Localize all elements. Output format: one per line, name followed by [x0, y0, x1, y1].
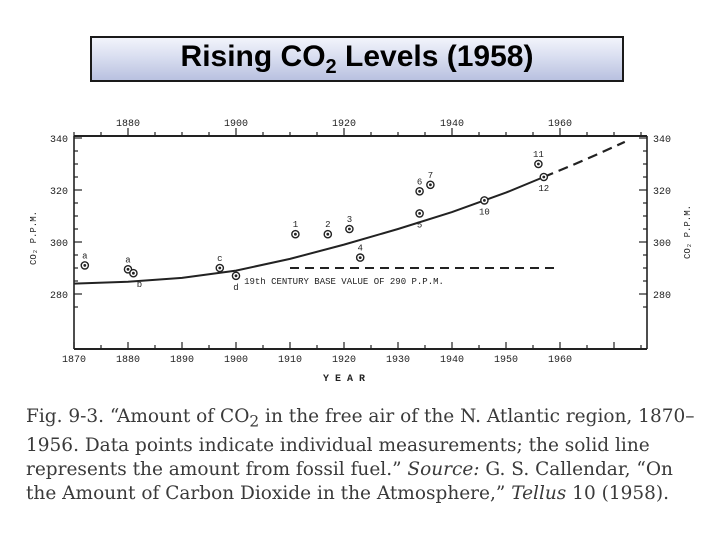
- data-point-center-7: [429, 183, 432, 187]
- data-point-center-5: [418, 212, 421, 215]
- co2-chart: 1880 1900 1920 1940 1960 1870 1880 1890 1900 1910…: [29, 119, 693, 385]
- left-axis-title: CO₂ P.P.M.: [29, 211, 39, 265]
- data-point-label-b: b: [137, 280, 142, 290]
- data-point-label-a: a: [82, 251, 88, 261]
- figure-caption: Fig. 9-3. “Amount of CO2 in the free air…: [26, 405, 706, 506]
- top-tick-label: 1880: [116, 119, 140, 130]
- caption-text-3: G. S. Callendar, “On the Amount of Carbo…: [26, 458, 673, 504]
- data-point-label-a: a: [125, 255, 131, 265]
- slide-title: Rising CO2 Levels (1958): [181, 40, 534, 79]
- title-main-text: Rising CO: [180, 39, 326, 73]
- data-point-center-a: [83, 264, 87, 267]
- data-point-label-4: 4: [357, 244, 362, 254]
- bottom-tick-label: 1870: [62, 355, 86, 366]
- data-point-center-6: [418, 189, 421, 193]
- bottom-tick-label: 1920: [332, 355, 356, 366]
- bottom-tick-label: 1930: [386, 355, 410, 366]
- data-point-label-10: 10: [479, 207, 490, 217]
- data-point-center-2: [326, 232, 330, 236]
- caption-journal: Tellus: [511, 482, 567, 504]
- data-point-label-11: 11: [533, 150, 544, 160]
- left-tick-label: 320: [50, 187, 68, 198]
- bottom-tick-label: 1950: [494, 355, 518, 366]
- data-point-label-12: 12: [538, 184, 549, 194]
- x-axis-title: Y E A R: [323, 374, 365, 385]
- baseline-label: 19th CENTURY BASE VALUE OF 290 P.P.M.: [244, 277, 444, 287]
- top-tick-label: 1940: [440, 119, 464, 130]
- data-point-center-b: [132, 271, 135, 275]
- top-tick-label: 1960: [548, 119, 572, 130]
- bottom-tick-label: 1910: [278, 355, 302, 366]
- slide-title-box: Rising CO2 Levels (1958): [90, 36, 624, 82]
- top-tick-label: 1900: [224, 119, 248, 130]
- caption-source-label: Source:: [407, 458, 480, 480]
- data-point-center-4: [358, 256, 362, 259]
- data-point-center-11: [537, 162, 540, 166]
- right-tick-label: 280: [653, 291, 671, 302]
- data-point-label-5: 5: [417, 220, 422, 230]
- bottom-tick-label: 1880: [116, 355, 140, 366]
- projection-dashed-line: [543, 140, 626, 179]
- left-tick-label: 280: [50, 291, 68, 302]
- right-tick-label: 320: [653, 187, 671, 198]
- top-tick-label: 1920: [332, 119, 356, 130]
- data-point-label-6: 6: [417, 177, 422, 187]
- right-axis-title: CO₂ P.P.M.: [683, 205, 693, 259]
- data-point-center-a: [126, 267, 130, 271]
- caption-subscript: 2: [249, 412, 260, 431]
- title-subscript: 2: [325, 55, 337, 78]
- left-tick-label: 340: [50, 135, 68, 146]
- title-tail-text: Levels (1958): [336, 39, 534, 73]
- data-point-center-10: [483, 199, 486, 202]
- data-point-label-2: 2: [325, 220, 330, 230]
- left-tick-label: 300: [50, 239, 68, 250]
- data-point-center-1: [294, 232, 297, 236]
- fossil-fuel-curve: [73, 176, 545, 285]
- bottom-tick-label: 1940: [440, 355, 464, 366]
- data-point-center-3: [348, 227, 351, 231]
- data-point-label-7: 7: [428, 171, 433, 181]
- right-tick-label: 340: [653, 135, 671, 146]
- data-point-center-12: [542, 175, 546, 179]
- right-tick-label: 300: [653, 239, 671, 250]
- caption-text-4: 10 (1958).: [566, 482, 669, 504]
- data-point-center-d: [234, 274, 238, 278]
- data-point-center-c: [218, 266, 222, 270]
- bottom-tick-label: 1960: [548, 355, 572, 366]
- data-point-label-3: 3: [347, 215, 352, 225]
- bottom-tick-label: 1890: [170, 355, 194, 366]
- caption-text-1: Fig. 9-3. “Amount of CO: [26, 406, 250, 427]
- caption-text-2: in the free air of the N. Atlantic regio…: [26, 406, 695, 480]
- data-point-label-1: 1: [293, 220, 298, 230]
- bottom-tick-label: 1900: [224, 355, 248, 366]
- data-point-label-c: c: [217, 254, 222, 264]
- data-point-label-d: d: [233, 283, 238, 293]
